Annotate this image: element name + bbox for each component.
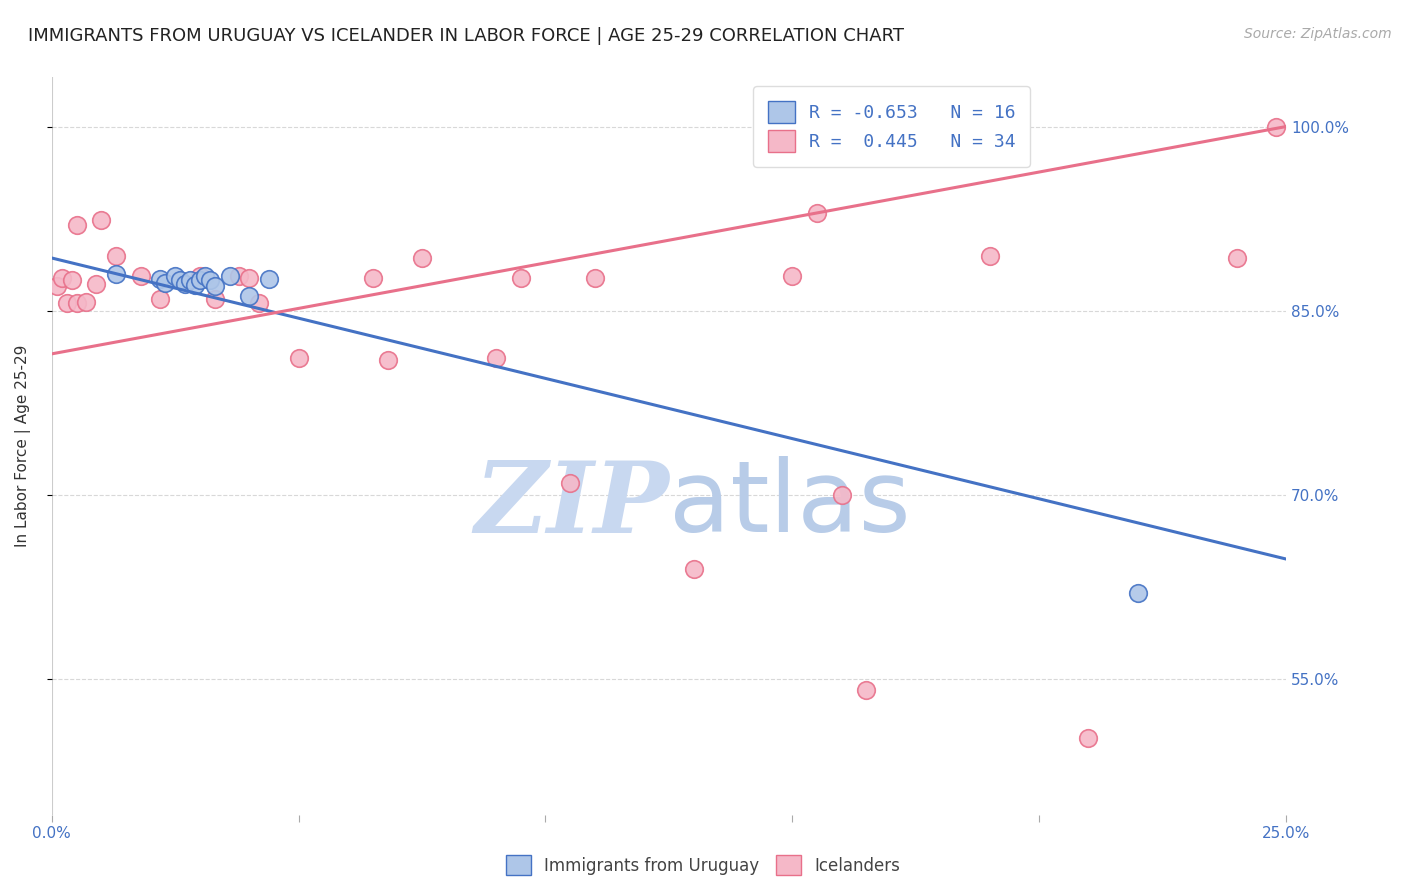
Point	[65, 296, 87, 310]
Point	[238, 270, 260, 285]
Point	[979, 249, 1001, 263]
Point	[55, 296, 77, 310]
Point	[509, 270, 531, 285]
Point	[198, 273, 221, 287]
Point	[75, 295, 97, 310]
Point	[149, 292, 172, 306]
Point	[184, 278, 207, 293]
Point	[218, 269, 240, 284]
Point	[129, 269, 152, 284]
Point	[165, 269, 187, 284]
Point	[105, 267, 128, 281]
Point	[682, 562, 704, 576]
Point	[45, 279, 67, 293]
Point	[287, 351, 309, 365]
Point	[411, 251, 433, 265]
Point	[188, 269, 211, 284]
Point	[583, 270, 606, 285]
Legend: R = -0.653   N = 16, R =  0.445   N = 34: R = -0.653 N = 16, R = 0.445 N = 34	[754, 87, 1031, 167]
Point	[1226, 251, 1249, 265]
Point	[361, 270, 384, 285]
Point	[204, 292, 226, 306]
Point	[485, 351, 508, 365]
Point	[1126, 586, 1149, 600]
Text: atlas: atlas	[669, 457, 911, 553]
Text: ZIP: ZIP	[474, 457, 669, 553]
Text: Source: ZipAtlas.com: Source: ZipAtlas.com	[1244, 27, 1392, 41]
Text: IMMIGRANTS FROM URUGUAY VS ICELANDER IN LABOR FORCE | AGE 25-29 CORRELATION CHAR: IMMIGRANTS FROM URUGUAY VS ICELANDER IN …	[28, 27, 904, 45]
Point	[90, 213, 112, 227]
Point	[228, 269, 250, 284]
Point	[188, 273, 211, 287]
Point	[194, 269, 217, 284]
Point	[782, 269, 804, 284]
Point	[51, 270, 73, 285]
Y-axis label: In Labor Force | Age 25-29: In Labor Force | Age 25-29	[15, 345, 31, 547]
Point	[238, 289, 260, 303]
Point	[155, 276, 177, 290]
Point	[257, 272, 280, 286]
Point	[1077, 731, 1099, 746]
Point	[855, 683, 877, 698]
Point	[179, 273, 201, 287]
Point	[377, 353, 399, 368]
Point	[247, 296, 270, 310]
Point	[149, 272, 172, 286]
Point	[174, 277, 197, 291]
Point	[169, 273, 191, 287]
Point	[60, 273, 83, 287]
Point	[1265, 120, 1288, 134]
Point	[65, 218, 87, 232]
Point	[105, 249, 128, 263]
Point	[560, 475, 582, 490]
Point	[204, 279, 226, 293]
Point	[806, 205, 828, 219]
Point	[84, 277, 107, 291]
Legend: Immigrants from Uruguay, Icelanders: Immigrants from Uruguay, Icelanders	[498, 847, 908, 884]
Point	[831, 488, 853, 502]
